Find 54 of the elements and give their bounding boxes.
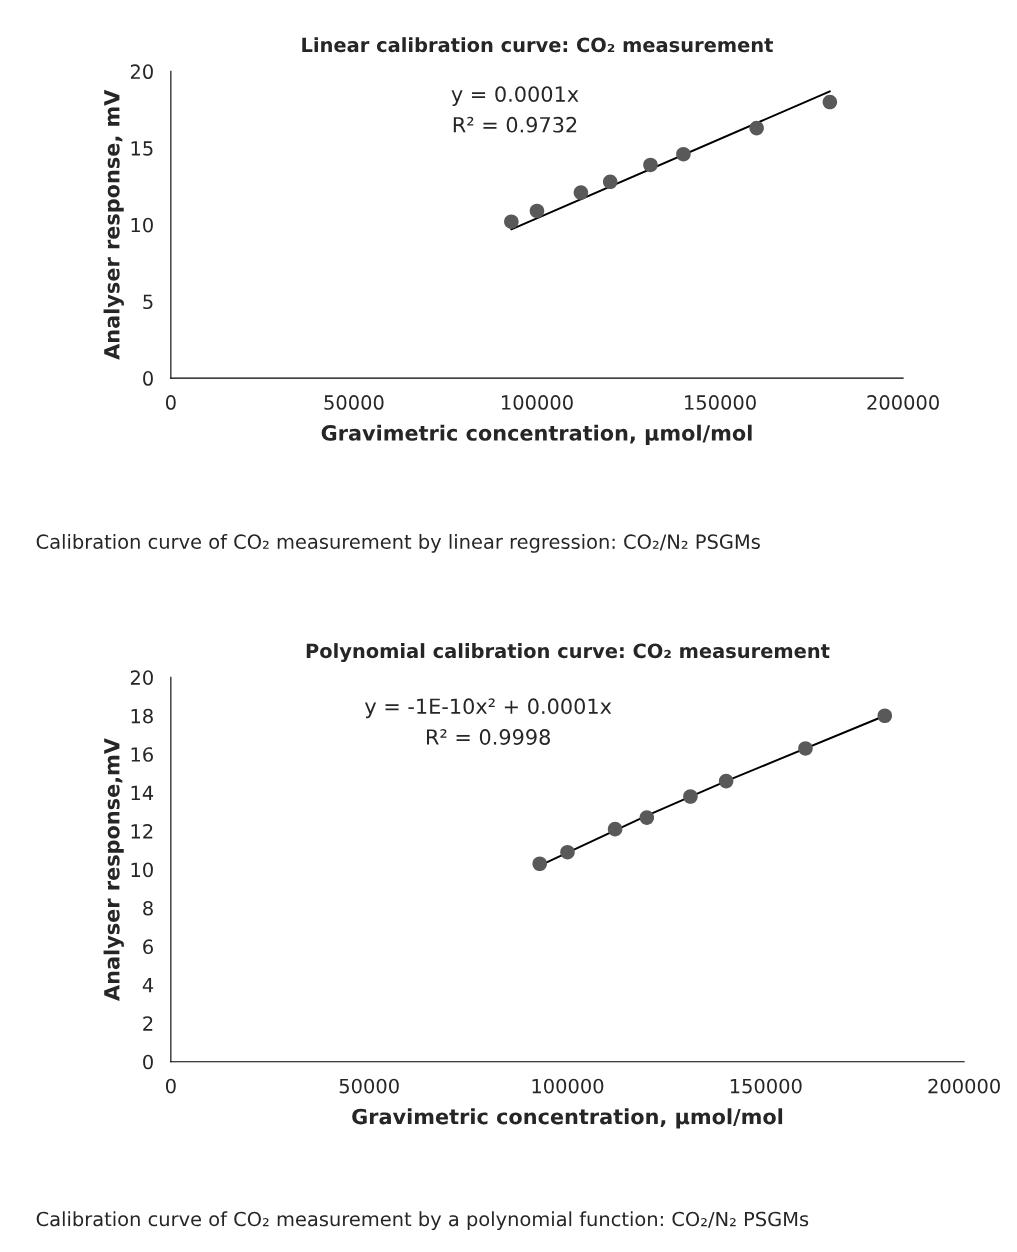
x-tick-label: 150000 (685, 395, 756, 410)
point (643, 157, 658, 173)
point (532, 856, 548, 872)
x-axis-title: Gravimetric concentration, µmol/mol (321, 424, 752, 445)
x-tick-label: 100000 (502, 395, 573, 410)
y-tick-label: 14 (131, 785, 154, 801)
y-tick-label: 15 (131, 141, 153, 156)
y-tick-label: 0 (143, 1054, 153, 1070)
text: Calibration curve of CO₂ measurement by a polynomial function: CO₂/N₂ PSGMs (36, 1211, 809, 1231)
annotation: y = 0.0001x (451, 86, 579, 106)
y-tick-label: 2 (143, 1016, 153, 1031)
chart-title: Polynomial calibration curve: CO₂ measurement (306, 643, 830, 663)
point (529, 203, 545, 219)
point (718, 773, 734, 789)
y-tick-label: 4 (142, 978, 154, 993)
point (560, 844, 575, 860)
annotation: R² = 0.9732 (453, 116, 577, 133)
point (676, 146, 691, 162)
x-tick-label: 150000 (730, 1078, 802, 1094)
chart-title: Linear calibration curve: CO₂ measurement (302, 37, 773, 53)
point (877, 708, 893, 724)
y-tick-label: 5 (143, 294, 153, 310)
y-tick-label: 6 (143, 939, 153, 955)
x-tick-label: 0 (165, 395, 176, 410)
x-axis-title: Gravimetric concentration, µmol/mol (352, 1108, 783, 1129)
y-axis-title: Analyser response,mV (103, 738, 124, 1001)
point (798, 741, 813, 756)
x-tick-label: 100000 (532, 1078, 604, 1094)
x-tick-label: 50000 (324, 395, 384, 410)
x-tick-label: 50000 (339, 1078, 399, 1094)
point (504, 214, 519, 229)
x-tick-label: 200000 (928, 1078, 1000, 1094)
point (822, 94, 838, 110)
point (683, 789, 698, 804)
y-tick-label: 20 (130, 670, 153, 685)
point (639, 810, 655, 825)
y-tick-label: 16 (131, 747, 153, 762)
annotation: R² = 0.9998 (426, 729, 550, 745)
text: Calibration curve of CO₂ measurement by linear regression: CO₂/N₂ PSGMs (36, 533, 760, 553)
x-tick-label: 0 (165, 1078, 176, 1094)
y-tick-label: 20 (130, 64, 153, 80)
x-tick-label: 200000 (867, 395, 939, 410)
point (749, 120, 764, 136)
point (602, 174, 618, 190)
y-tick-label: 12 (131, 824, 153, 839)
point (573, 185, 589, 200)
y-tick-label: 18 (131, 708, 153, 724)
y-tick-label: 8 (143, 900, 153, 916)
y-tick-label: 10 (131, 862, 153, 878)
annotation: y = -1E-10x² + 0.0001x (364, 698, 612, 719)
y-axis-title: Analyser response, mV (103, 89, 124, 360)
point (607, 821, 623, 837)
y-tick-label: 10 (131, 217, 153, 233)
y-tick-label: 0 (143, 371, 153, 386)
